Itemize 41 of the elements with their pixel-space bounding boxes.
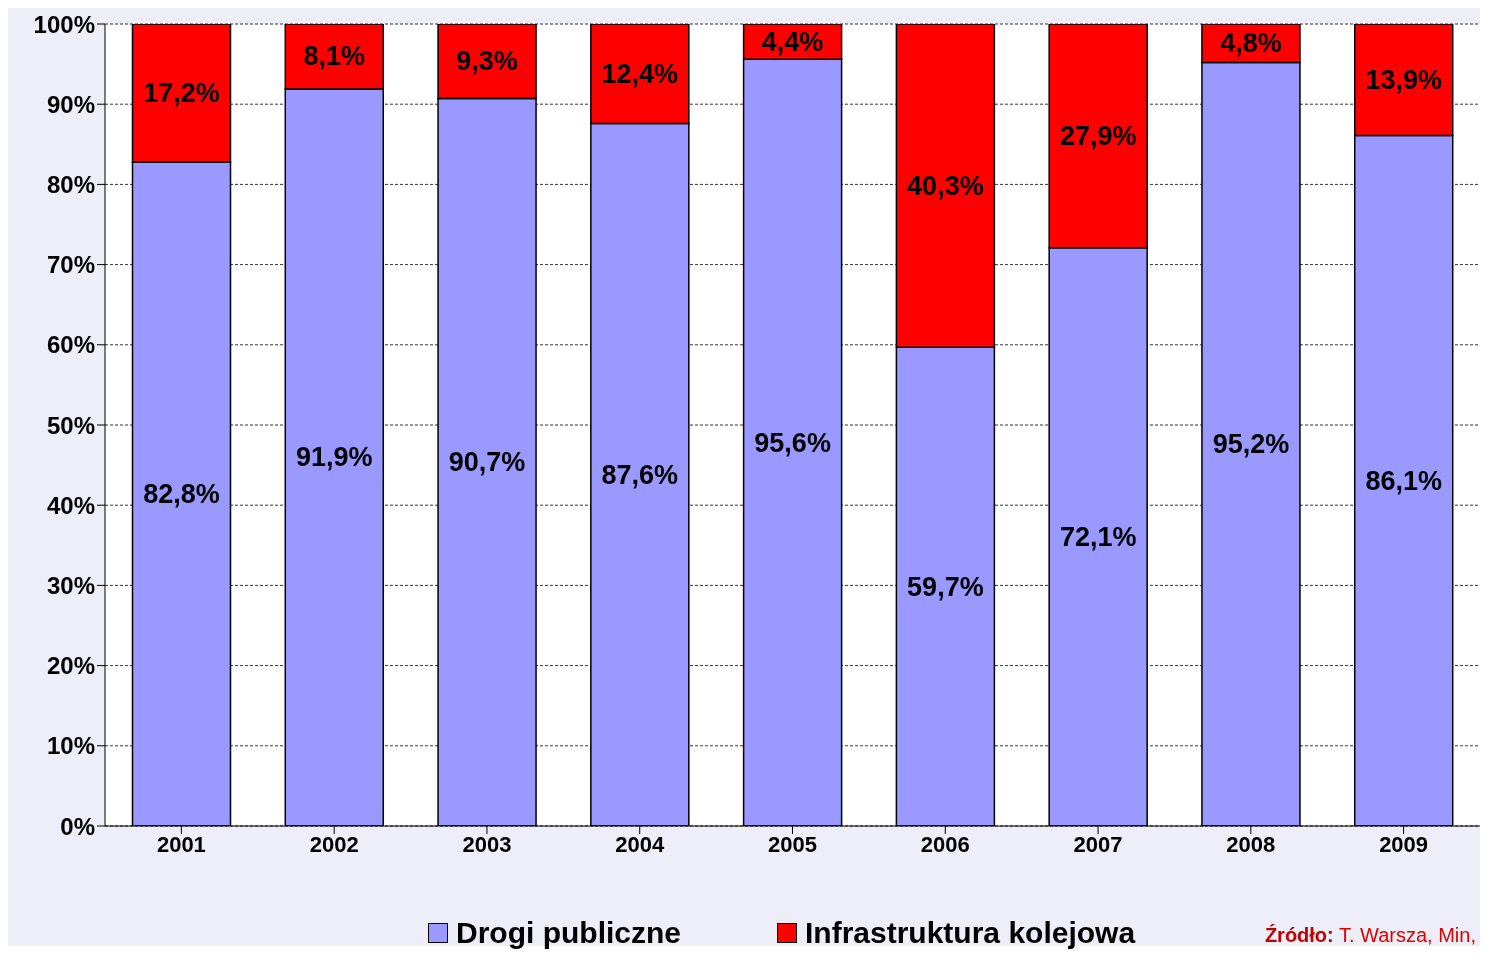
y-tick-label: 40%: [46, 491, 95, 519]
data-label: 95,2%: [1212, 429, 1290, 460]
data-label: 17,2%: [143, 77, 220, 108]
y-tick-label: 70%: [46, 251, 95, 279]
data-label: 4,4%: [761, 26, 824, 57]
legend-label: Infrastruktura kolejowa: [805, 916, 1136, 950]
data-label: 95,6%: [754, 427, 831, 458]
data-label: 13,9%: [1365, 64, 1442, 95]
x-tick-label: 2007: [1073, 831, 1123, 857]
data-label: 86,1%: [1365, 465, 1442, 496]
y-tick-label: 90%: [46, 90, 95, 118]
y-tick-label: 30%: [46, 571, 95, 599]
x-tick-label: 2009: [1379, 831, 1429, 857]
x-tick-label: 2002: [309, 831, 359, 857]
data-label: 72,1%: [1059, 521, 1137, 552]
data-label: 90,7%: [448, 447, 526, 478]
y-tick-label: 20%: [46, 652, 95, 680]
data-label: 4,8%: [1220, 28, 1282, 59]
data-label: 91,9%: [296, 442, 373, 473]
x-tick-label: 2008: [1226, 831, 1276, 857]
x-tick-label: 2003: [462, 831, 512, 857]
data-label: 82,8%: [143, 478, 220, 509]
legend-label: Drogi publiczne: [456, 916, 681, 950]
x-tick-label: 2001: [156, 831, 206, 857]
data-label: 87,6%: [601, 459, 679, 490]
x-tick-label: 2006: [920, 831, 970, 857]
y-tick-label: 80%: [46, 170, 95, 198]
data-label: 59,7%: [907, 571, 984, 602]
data-label: 8,1%: [303, 41, 366, 72]
text: Źródło: T. Warsza, Min,: [1264, 924, 1476, 946]
data-label: 40,3%: [907, 170, 984, 201]
data-label: 12,4%: [601, 58, 679, 89]
x-tick-label: 2004: [615, 831, 665, 857]
data-label: 27,9%: [1059, 120, 1137, 151]
y-tick-label: 50%: [46, 411, 95, 439]
y-tick-label: 100%: [33, 10, 95, 38]
data-label: 9,3%: [456, 46, 518, 77]
y-tick-label: 60%: [46, 331, 95, 359]
x-tick-label: 2005: [768, 831, 817, 857]
y-tick-label: 0%: [60, 812, 95, 840]
y-tick-label: 10%: [46, 732, 95, 760]
